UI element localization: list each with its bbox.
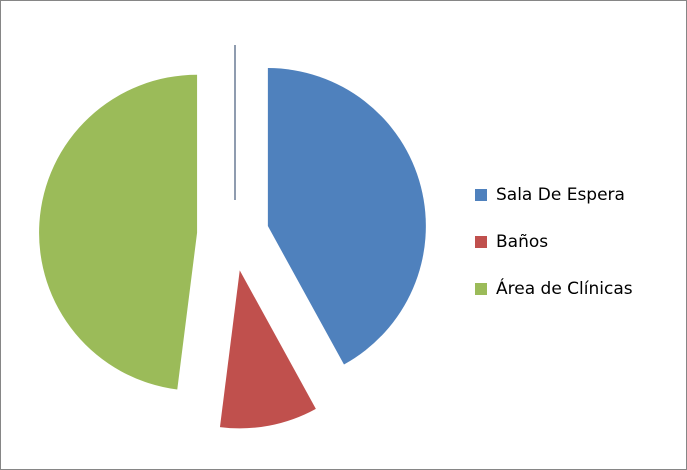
pie-slice [39,74,198,390]
legend-label: Baños [496,232,548,252]
legend-label: Área de Clínicas [496,277,633,299]
legend-swatch [475,189,487,201]
legend-swatch [475,283,487,295]
pie-slice [267,68,426,365]
pie-slice [219,270,316,429]
legend-swatch [475,236,487,248]
legend-label: Sala De Espera [496,185,625,205]
